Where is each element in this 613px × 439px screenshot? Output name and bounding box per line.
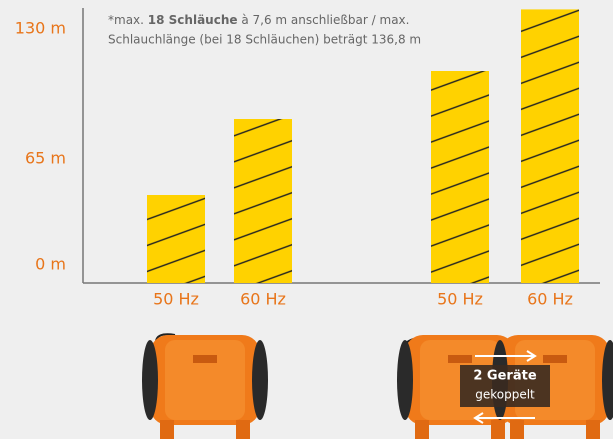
note-text: *max.	[108, 13, 148, 27]
bar	[431, 71, 489, 283]
note: *max. 18 Schläuche à 7,6 m anschließbar …	[108, 13, 409, 27]
page: *max. 18 Schläuche à 7,6 m anschließbar …	[0, 0, 613, 439]
x-tick-label: 50 Hz	[437, 290, 483, 309]
bar	[521, 9, 579, 283]
x-tick-label: 60 Hz	[240, 290, 286, 309]
coupled-label: 2 Geräte	[473, 369, 536, 384]
bar	[147, 195, 205, 283]
coupled-label: gekoppelt	[475, 388, 535, 402]
y-tick-label: 65 m	[25, 149, 66, 168]
fan	[142, 335, 268, 439]
x-tick-label: 60 Hz	[527, 290, 573, 309]
note-text: à 7,6 m anschließbar / max.	[238, 13, 410, 27]
note-text: Schlauchlänge (bei 18 Schläuchen) beträg…	[108, 33, 421, 47]
y-tick-label: 130 m	[15, 19, 66, 38]
bar	[234, 119, 292, 283]
chart: *max. 18 Schläuche à 7,6 m anschließbar …	[0, 0, 613, 439]
x-tick-label: 50 Hz	[153, 290, 199, 309]
note-bold: 18 Schläuche	[148, 13, 238, 27]
y-tick-label: 0 m	[35, 255, 66, 274]
